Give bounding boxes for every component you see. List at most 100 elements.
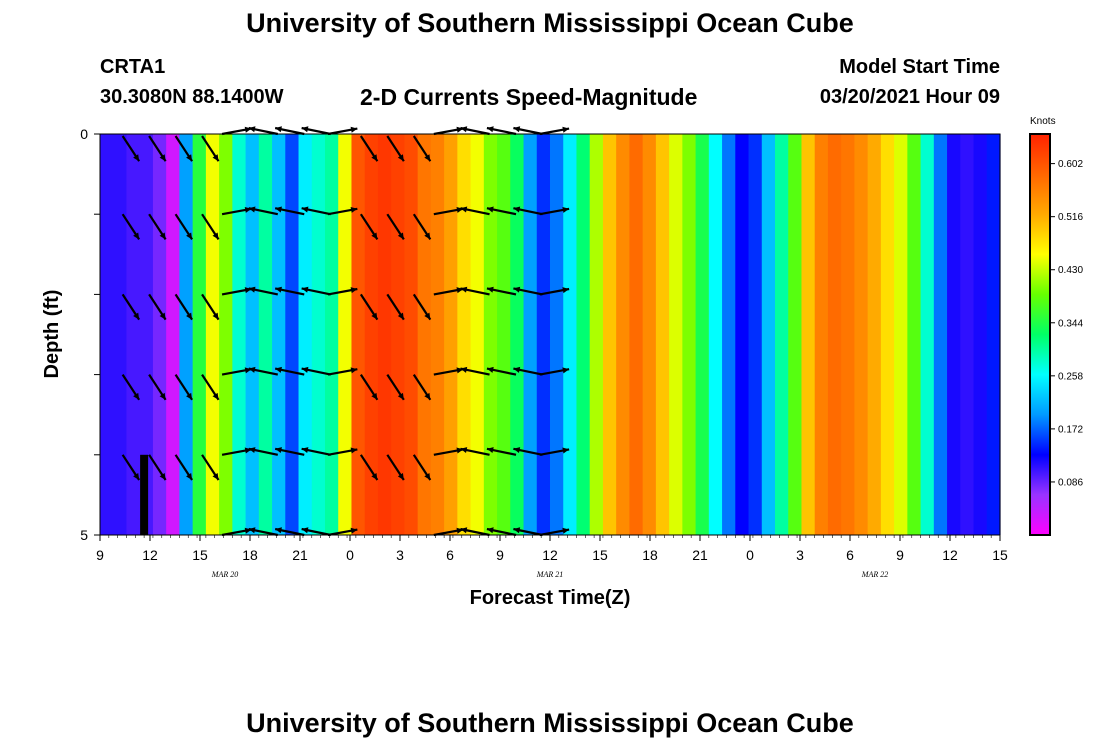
model-start-value: 03/20/2021 Hour 09 (819, 86, 1000, 108)
current-vector-arrow (121, 373, 141, 401)
current-vector-arrow (359, 213, 379, 241)
x-tick-label: 21 (692, 547, 708, 563)
x-tick-label: 3 (796, 547, 804, 563)
current-vector-arrow (274, 527, 305, 537)
heatmap-column (841, 134, 856, 535)
current-vector-arrow (513, 527, 543, 537)
current-vector-arrow (460, 527, 490, 537)
colorbar-tick-label: 0.430 (1058, 265, 1083, 276)
colorbar-tick-label: 0.086 (1058, 477, 1083, 488)
current-vector-arrow (539, 206, 570, 216)
current-vector-arrow (201, 454, 220, 481)
heatmap-column (669, 134, 683, 535)
footer-title: University of Southern Mississippi Ocean… (246, 708, 854, 738)
x-tick-label: 6 (446, 547, 454, 563)
heatmap-column (457, 134, 472, 535)
heatmap-column (616, 134, 631, 535)
heatmap-column (139, 134, 154, 535)
heatmap-column (483, 134, 498, 535)
current-vector-arrow (301, 206, 331, 216)
heatmap-column (589, 134, 604, 535)
x-tick-label: 12 (942, 547, 958, 563)
heatmap-column (325, 134, 339, 535)
heatmap-column (602, 134, 617, 535)
y-tick-label: 5 (80, 527, 88, 543)
current-vector-arrow (412, 373, 432, 401)
heatmap-column (708, 134, 723, 535)
heatmap-column (113, 134, 128, 535)
current-vector-arrow (301, 527, 331, 537)
heatmap-column (576, 134, 591, 535)
date-label: MAR 21 (536, 570, 563, 579)
heatmap-cells (100, 134, 1001, 535)
current-vector-arrow (327, 447, 358, 456)
current-vector-arrow (386, 293, 405, 321)
heatmap-column (735, 134, 750, 535)
heatmap-column (880, 134, 895, 535)
heatmap-column (470, 134, 485, 535)
x-tick-label: 3 (396, 547, 404, 563)
current-vector-arrow (386, 135, 405, 162)
y-axis-label: Depth (ft) (41, 290, 63, 379)
current-vector-arrow (433, 126, 464, 136)
current-vector-arrow (248, 527, 279, 537)
current-vector-arrow (539, 447, 570, 456)
heatmap-column (827, 134, 842, 535)
current-vector-arrow (539, 287, 570, 296)
colorbar-tick-label: 0.172 (1058, 424, 1083, 435)
current-vector-arrow (386, 454, 405, 481)
heatmap-column (550, 134, 564, 535)
x-tick-label: 12 (542, 547, 558, 563)
current-vector-arrow (201, 135, 220, 162)
heatmap-column (960, 134, 975, 535)
heatmap-column (933, 134, 948, 535)
x-tick-label: 18 (242, 547, 258, 563)
heatmap-column (894, 134, 908, 535)
heatmap-column (682, 134, 697, 535)
heatmap-column (788, 134, 803, 535)
current-vector-arrow (359, 135, 379, 162)
current-vector-arrow (359, 454, 379, 481)
x-tick-label: 0 (746, 547, 754, 563)
heatmap-column (947, 134, 961, 535)
current-vector-arrow (513, 126, 543, 136)
current-vector-arrow (174, 135, 193, 162)
current-vector-arrow (201, 213, 220, 241)
heatmap-column (258, 134, 273, 535)
current-vector-arrow (174, 373, 193, 401)
x-axis-label: Forecast Time(Z) (470, 587, 631, 609)
heatmap-column (920, 134, 935, 535)
current-vector-arrow (386, 373, 405, 401)
heatmap-column (351, 134, 366, 535)
model-start-label: Model Start Time (839, 56, 1000, 78)
current-vector-arrow (274, 286, 305, 296)
current-vector-arrow (460, 126, 490, 136)
x-tick-label: 6 (846, 547, 854, 563)
colorbar-tick-label: 0.344 (1058, 318, 1083, 329)
heatmap-column (232, 134, 247, 535)
heatmap-column (907, 134, 922, 535)
data-gap-marker (140, 454, 149, 535)
page-title: University of Southern Mississippi Ocean… (246, 8, 854, 38)
heatmap-column (629, 134, 644, 535)
current-vector-arrow (174, 293, 193, 321)
heatmap-column (272, 134, 286, 535)
current-vector-arrow (221, 126, 252, 136)
current-vector-arrow (301, 126, 331, 136)
current-vector-arrow (248, 447, 279, 456)
heatmap-column (722, 134, 736, 535)
current-vector-arrow (513, 447, 543, 456)
heatmap-column (854, 134, 869, 535)
heatmap-column (642, 134, 657, 535)
heatmap-column (444, 134, 458, 535)
station-coordinates: 30.3080N 88.1400W (100, 86, 284, 108)
current-vector-arrow (460, 447, 490, 456)
current-vector-arrow (486, 286, 517, 296)
heatmap-column (338, 134, 353, 535)
current-vector-arrow (486, 366, 517, 376)
current-vector-arrow (148, 213, 167, 241)
current-vector-arrow (274, 206, 305, 216)
current-vector-arrow (201, 373, 220, 401)
heatmap-column (761, 134, 776, 535)
